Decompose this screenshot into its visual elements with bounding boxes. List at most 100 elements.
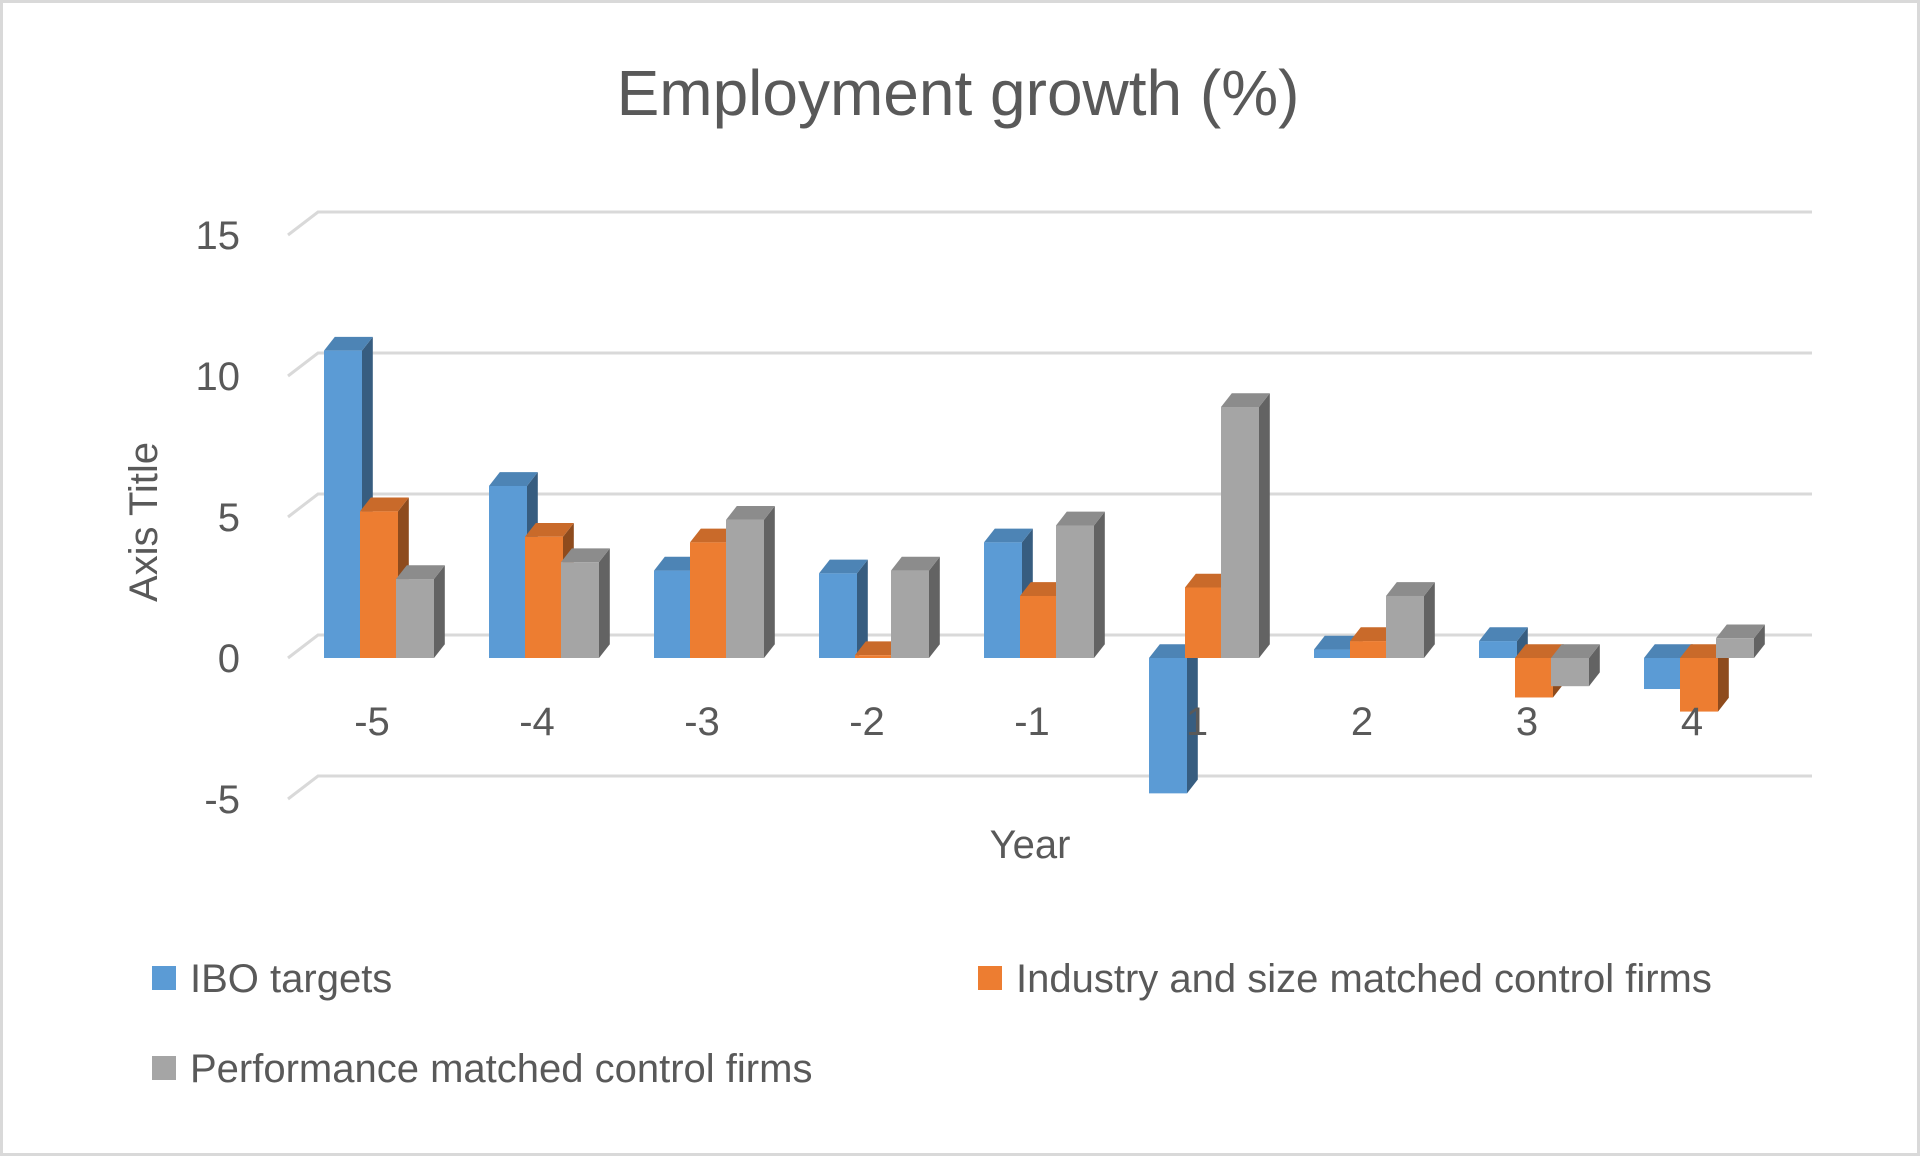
bar-front	[1515, 658, 1553, 698]
chart-title: Employment growth (%)	[617, 57, 1300, 129]
bar	[1149, 644, 1198, 794]
x-tick-label: 1	[1186, 700, 1208, 744]
legend-entry: IBO targets	[152, 957, 392, 1001]
x-tick-labels: -5 -4 -3 -2 -1 1 2 3 4	[354, 700, 1703, 744]
bar-front	[690, 542, 728, 658]
bar-front	[1551, 658, 1589, 687]
bar-top	[1716, 624, 1765, 639]
bar-top	[360, 497, 409, 512]
gridline	[287, 492, 1812, 519]
bar	[1386, 582, 1435, 658]
bar-top	[561, 548, 610, 563]
bar	[324, 336, 373, 658]
legend-entry: Industry and size matched control firms	[978, 957, 1712, 1001]
y-tick-label: 10	[196, 355, 241, 399]
legend: IBO targets Industry and size matched con…	[152, 957, 1712, 1091]
bar	[1056, 511, 1105, 658]
bar-top	[1056, 511, 1105, 526]
bar-top	[726, 506, 775, 520]
bar-front	[1149, 658, 1187, 794]
bar	[1479, 627, 1528, 658]
gridline	[287, 633, 1812, 660]
bar-side	[857, 559, 868, 658]
bar-top	[1551, 644, 1600, 658]
bar-front	[819, 573, 857, 658]
x-tick-label: -1	[1014, 700, 1050, 744]
bar-top	[1221, 393, 1270, 408]
x-tick-label: 4	[1681, 700, 1703, 744]
bar-front	[654, 570, 692, 658]
legend-swatch	[978, 966, 1002, 990]
bar-top	[1479, 627, 1528, 642]
bar-front	[891, 570, 929, 658]
bar-front	[1221, 407, 1259, 658]
bar-top	[324, 336, 373, 351]
bar-front	[1020, 595, 1058, 658]
bar-side	[434, 565, 445, 658]
bar	[1221, 393, 1270, 658]
bar-top	[1644, 644, 1693, 658]
y-axis-title: Axis Title	[122, 442, 166, 602]
bar-side	[1754, 624, 1765, 658]
x-axis-title: Year	[990, 823, 1071, 867]
bar-front	[1479, 641, 1517, 658]
bar-top	[819, 559, 868, 574]
legend-swatch	[152, 966, 176, 990]
bar-front	[324, 350, 362, 658]
bar-top	[1515, 644, 1564, 658]
y-tick-label: -5	[204, 778, 240, 822]
bar	[561, 548, 610, 658]
bar-front	[1716, 638, 1754, 658]
y-tick-labels: -5 0 5 10 15	[196, 214, 241, 822]
x-tick-label: -4	[519, 700, 555, 744]
bar-front	[396, 579, 434, 658]
bar-front	[1350, 641, 1388, 658]
bar-top	[1386, 582, 1435, 596]
bar-front	[1185, 587, 1223, 658]
legend-entry: Performance matched control firms	[152, 1047, 812, 1091]
bar	[819, 559, 868, 658]
gridline	[287, 210, 1812, 237]
bar	[726, 506, 775, 658]
gridlines	[287, 210, 1812, 801]
bar	[891, 556, 940, 658]
bar	[1551, 644, 1600, 687]
legend-swatch	[152, 1056, 176, 1080]
bar	[396, 565, 445, 658]
legend-label: Industry and size matched control firms	[1016, 957, 1712, 1001]
gridline	[287, 351, 1812, 378]
bar-front	[984, 542, 1022, 658]
bar	[360, 497, 409, 658]
bar-top	[396, 565, 445, 580]
bar-side	[599, 548, 610, 658]
bars	[324, 336, 1765, 794]
bar-front	[1680, 658, 1718, 712]
bar-front	[1314, 649, 1352, 658]
bar-side	[1424, 582, 1435, 658]
bar-side	[1718, 644, 1729, 712]
bar	[1680, 644, 1729, 712]
bar	[1716, 624, 1765, 658]
bar-side	[1259, 393, 1270, 658]
y-tick-label: 15	[196, 214, 241, 258]
legend-label: IBO targets	[190, 957, 392, 1001]
bar-front	[726, 519, 764, 658]
bar-top	[984, 528, 1033, 543]
bar-front	[855, 655, 893, 658]
x-tick-label: -5	[354, 700, 390, 744]
bar-front	[1644, 658, 1682, 690]
x-tick-label: 3	[1516, 700, 1538, 744]
legend-label: Performance matched control firms	[190, 1047, 812, 1091]
x-tick-label: 2	[1351, 700, 1373, 744]
bar-front	[525, 536, 563, 658]
bar-side	[1589, 644, 1600, 687]
gridline	[287, 774, 1812, 801]
bar-side	[764, 506, 775, 658]
bar-front	[561, 562, 599, 658]
bar-front	[1056, 525, 1094, 658]
bar-side	[1187, 644, 1198, 794]
bar-top	[891, 556, 940, 571]
bar-front	[360, 511, 398, 658]
